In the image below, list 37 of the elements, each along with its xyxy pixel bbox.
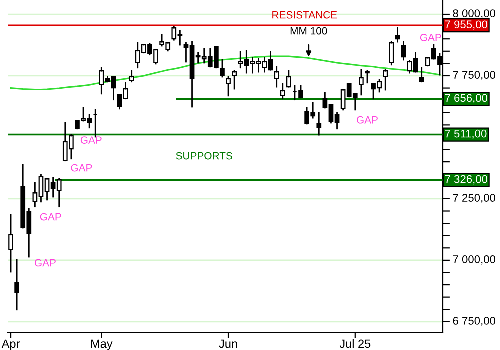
x-tick-label: Jul 25	[340, 339, 371, 348]
candlestick	[280, 83, 286, 100]
candlestick	[226, 76, 231, 97]
annotation: GAP	[357, 116, 378, 124]
candlestick	[274, 66, 280, 88]
candlestick	[8, 214, 14, 273]
ref-line-label: 7 656,00	[445, 94, 488, 104]
annotation: GAP	[80, 136, 102, 144]
candlestick	[316, 112, 322, 136]
candlestick	[389, 41, 394, 66]
candlestick	[359, 69, 364, 96]
y-tick-label: 6 750,00	[453, 317, 496, 326]
annotation: RESISTANCE	[272, 11, 338, 19]
ref-line-label: 7 511,00	[445, 130, 487, 140]
y-tick-label: 8 000,00	[453, 10, 496, 19]
annotation: MM 100	[290, 27, 328, 35]
line-series	[10, 56, 441, 91]
annotation: GAP	[71, 164, 92, 172]
annotation: GAP	[420, 34, 442, 42]
y-tick-label: 7 750,00	[453, 71, 496, 80]
ref-line-label: 7 955,00	[445, 20, 488, 30]
candlestick	[14, 259, 20, 311]
candlestick	[220, 59, 225, 78]
x-tick-label: May	[91, 340, 113, 350]
y-tick-label: 7 250,00	[453, 194, 496, 204]
annotation: SUPPORTS	[176, 152, 232, 160]
x-tick-label: Jun	[219, 340, 238, 348]
candlestick	[232, 70, 237, 90]
candlestick	[286, 70, 292, 88]
y-tick-label: 7 000,00	[453, 256, 496, 265]
candlestick	[129, 70, 134, 83]
candlestick	[383, 69, 388, 91]
ref-line-label: 7 326,00	[445, 175, 488, 185]
x-tick-label: Apr	[2, 340, 20, 350]
annotation: GAP	[34, 259, 56, 267]
candlestick	[419, 67, 424, 82]
annotation: GAP	[40, 213, 62, 221]
